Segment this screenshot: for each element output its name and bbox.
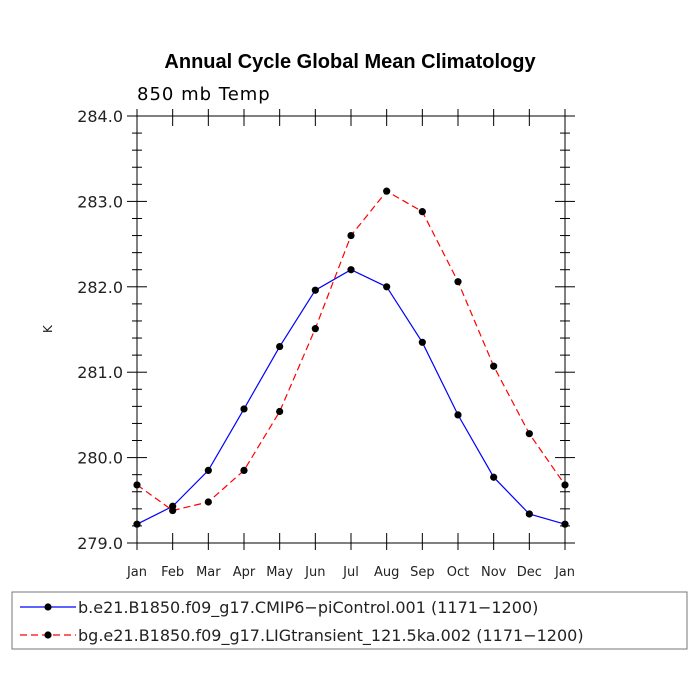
series-2-point — [383, 187, 391, 195]
legend: b.e21.B1850.f09_g17.CMIP6−piControl.001 … — [20, 598, 584, 646]
series-1-point — [276, 342, 284, 351]
x-tick-label: Aug — [374, 565, 399, 580]
legend-marker-1 — [44, 603, 52, 611]
series-layer — [133, 187, 569, 528]
x-tick-label: Mar — [196, 565, 221, 580]
y-tick-label: 281.0 — [77, 363, 123, 382]
series-2-point — [240, 466, 248, 475]
x-tick-label: Jul — [342, 565, 359, 580]
series-1-point — [240, 405, 248, 413]
series-2-point — [169, 506, 177, 515]
x-tick-label: Jan — [554, 565, 575, 580]
series-1-point — [490, 473, 498, 481]
y-axis-label: K — [41, 324, 55, 333]
chart-subtitle: 850 mb Temp — [137, 84, 271, 105]
y-tick-label: 282.0 — [77, 278, 123, 297]
x-tick-label: Feb — [161, 565, 184, 580]
series-2-point — [418, 208, 426, 216]
legend-marker-2 — [44, 631, 52, 639]
series-1-point — [204, 466, 212, 475]
series-2-point — [204, 498, 212, 506]
series-1-point — [133, 520, 141, 528]
y-tick-label: 283.0 — [77, 192, 123, 211]
series-1-point — [561, 520, 569, 528]
series-2-point — [561, 481, 569, 489]
series-1-point — [347, 266, 355, 274]
series-1-point — [525, 510, 533, 518]
y-tick-label: 284.0 — [77, 107, 123, 126]
x-tick-label: Oct — [447, 565, 469, 580]
series-1-point — [418, 338, 426, 346]
series-2-point — [311, 325, 319, 333]
series-2-point — [525, 430, 533, 438]
series-line-1 — [136, 269, 566, 525]
x-tick-label: Jun — [304, 565, 325, 580]
series-2-point — [133, 481, 141, 489]
x-tick-label: Dec — [517, 565, 542, 580]
x-tick-label: Sep — [410, 565, 435, 580]
series-2-point — [454, 278, 462, 286]
y-tick-label: 279.0 — [77, 534, 123, 553]
legend-box — [11, 591, 688, 650]
y-tick-label: 280.0 — [77, 449, 123, 468]
series-1-point — [311, 286, 319, 294]
plot-frame — [136, 115, 566, 544]
x-tick-label: Jan — [126, 565, 147, 580]
series-1-point — [454, 411, 462, 419]
series-2-point — [347, 231, 355, 240]
series-2-point — [490, 362, 498, 370]
axes: 279.0 280.0 281.0 282.0 283.0 284.0 Jan Feb Mar A… — [77, 107, 575, 580]
chart-title: Annual Cycle Global Mean Climatology — [164, 51, 536, 73]
x-tick-label: May — [266, 565, 293, 580]
legend-label-1: b.e21.B1850.f09_g17.CMIP6−piControl.001 … — [78, 598, 538, 618]
series-2-point — [276, 407, 284, 416]
series-1-point — [383, 283, 391, 291]
x-tick-label: Nov — [481, 565, 507, 580]
x-tick-label: Apr — [233, 565, 256, 580]
legend-label-2: bg.e21.B1850.f09_g17.LIGtransient_121.5k… — [78, 626, 584, 646]
